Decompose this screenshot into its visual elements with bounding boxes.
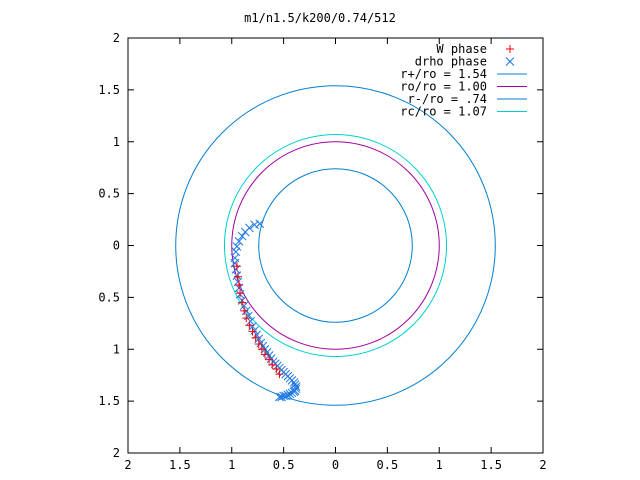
drho-phase-point-d2 <box>246 316 255 326</box>
drho-phase-point-d2 <box>250 326 259 335</box>
drho-phase-point-d2 <box>266 354 276 363</box>
circle-series-3 <box>231 141 440 350</box>
y-tick-label: 1.5 <box>98 394 120 408</box>
legend-marker <box>506 45 514 53</box>
legend-marker <box>505 57 515 66</box>
w-phase-point <box>233 272 242 281</box>
w-phase-point <box>272 364 281 373</box>
drho-phase-point-d2 <box>256 338 266 348</box>
w-phase-point <box>238 298 247 307</box>
drho-phase-point-d2 <box>285 389 295 399</box>
x-tick-label: 2 <box>124 458 131 472</box>
w-phase-point <box>257 345 266 354</box>
drho-phase-point-d2 <box>255 219 265 229</box>
drho-phase-point <box>285 389 295 399</box>
drho-phase-point-d2 <box>262 348 272 357</box>
drho-phase-point-d2 <box>231 247 241 257</box>
drho-phase-point <box>289 378 299 387</box>
w-phase-point <box>248 327 257 336</box>
drho-phase-point-d2 <box>264 351 274 360</box>
w-phase-point <box>260 350 269 359</box>
x-tick-label: 1 <box>228 458 235 472</box>
w-phase-point <box>265 355 274 364</box>
circle-series-2 <box>175 85 496 406</box>
y-tick-label: 2 <box>113 31 120 45</box>
drho-phase-point-d2 <box>239 301 249 311</box>
x-tick-label: 1.5 <box>169 458 191 472</box>
legend-label: r+/ro = 1.54 <box>400 67 487 81</box>
drho-phase-point <box>250 220 259 230</box>
y-tick-label: 0 <box>113 239 120 253</box>
w-phase-point <box>268 360 277 369</box>
x-tick-label: 0.5 <box>273 458 295 472</box>
drho-phase-point-d2 <box>250 220 259 230</box>
drho-phase-point <box>240 227 250 237</box>
legend-marker-d2 <box>505 57 515 66</box>
drho-phase-point-d2 <box>277 392 286 402</box>
y-tick-label: 1 <box>113 135 120 149</box>
drho-phase-point <box>289 387 299 397</box>
drho-phase-point <box>243 311 253 321</box>
drho-phase-point <box>255 219 265 229</box>
y-tick-label: 1.5 <box>98 83 120 97</box>
w-phase-point <box>240 306 249 315</box>
circle-series-5 <box>223 133 448 358</box>
y-tick-label: 1 <box>113 342 120 356</box>
legend-label: W phase <box>436 42 487 56</box>
drho-phase-point-d2 <box>232 242 242 251</box>
x-tick-label: 0.5 <box>377 458 399 472</box>
drho-phase-point <box>237 231 247 241</box>
drho-phase-point-d2 <box>275 392 284 402</box>
y-tick-label: 0.5 <box>98 187 120 201</box>
drho-phase-point <box>234 236 244 246</box>
w-phase-point <box>245 321 254 330</box>
x-axis-ticks: 2 1.5 1 0.5 0 0.5 1 1.5 2 <box>124 38 547 472</box>
w-phase-point <box>254 340 263 349</box>
x-tick-label: 0 <box>332 458 339 472</box>
legend-label: drho phase <box>415 55 487 69</box>
y-tick-label: 2 <box>113 446 120 460</box>
x-tick-label: 1.5 <box>480 458 502 472</box>
legend-label: r-/ro = .74 <box>408 92 487 106</box>
drho-phase-point-d2 <box>289 378 299 387</box>
points-series-0 <box>232 262 284 379</box>
drho-phase-point-d2 <box>243 311 253 321</box>
w-phase-point <box>251 333 260 342</box>
drho-phase-point-d2 <box>287 388 297 398</box>
drho-phase-point-d2 <box>290 380 300 389</box>
drho-phase-point <box>277 392 286 402</box>
chart-title: m1/n1.5/k200/0.74/512 <box>244 11 396 25</box>
w-phase-point <box>232 262 241 271</box>
x-tick-label: 2 <box>539 458 546 472</box>
w-phase-point <box>275 370 284 379</box>
drho-phase-point <box>275 392 284 402</box>
drho-phase-point <box>232 242 242 251</box>
w-phase-point <box>236 289 245 298</box>
points-series-1 <box>230 219 301 402</box>
circle-series-4 <box>258 168 413 323</box>
x-tick-label: 1 <box>436 458 443 472</box>
y-tick-label: 0.5 <box>98 290 120 304</box>
drho-phase-point <box>287 388 297 398</box>
y-axis-ticks: 2 1.5 1 0.5 0 0.5 1 1.5 2 <box>98 31 543 460</box>
drho-phase-point-d2 <box>289 387 299 397</box>
drho-phase-point <box>250 326 259 335</box>
legend-label: ro/ro = 1.00 <box>400 80 487 94</box>
w-phase-point <box>235 280 244 289</box>
series-layer <box>175 85 496 406</box>
legend-label: rc/ro = 1.07 <box>400 105 487 119</box>
w-phase-point <box>242 314 251 323</box>
drho-phase-point-d2 <box>240 227 250 237</box>
drho-phase-point-d2 <box>237 231 247 241</box>
drho-phase-point-d2 <box>234 236 244 246</box>
